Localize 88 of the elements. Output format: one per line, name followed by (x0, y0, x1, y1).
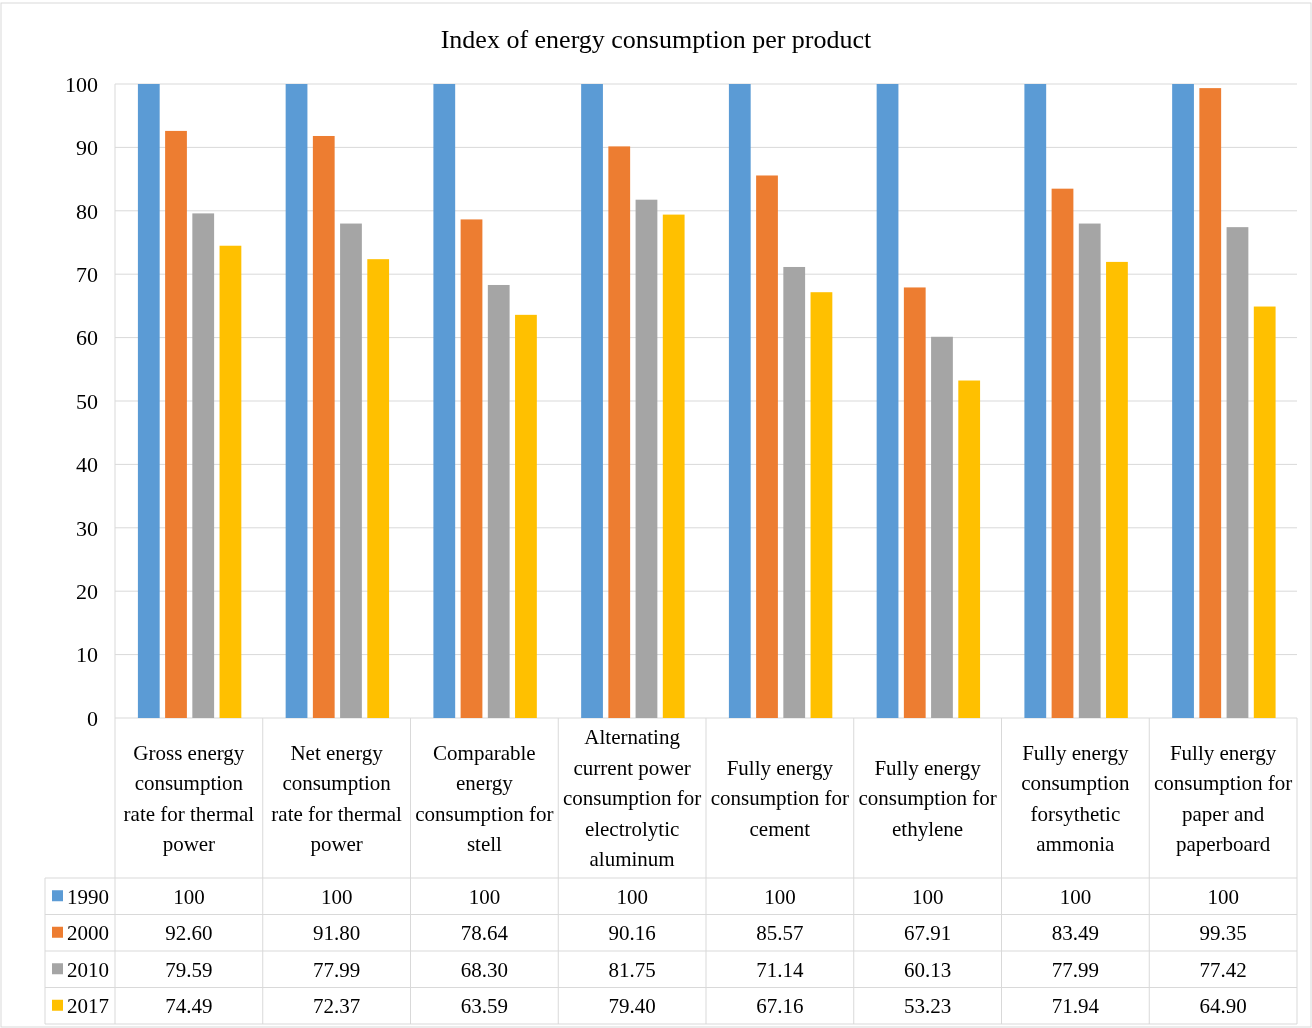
bar (608, 146, 631, 718)
bar (876, 84, 899, 718)
bar (137, 84, 160, 718)
data-label: 100 (320, 884, 353, 909)
bar (756, 175, 778, 718)
data-label: 67.16 (756, 994, 804, 1019)
legend-label: 2010 (67, 957, 109, 982)
bar (192, 213, 215, 718)
y-tick-label: 20 (76, 578, 98, 604)
data-label: 100 (1207, 884, 1239, 909)
y-tick-label: 70 (76, 261, 98, 287)
bar (367, 259, 390, 718)
bar (1024, 84, 1047, 718)
chart-title: Index of energy consumption per product (440, 25, 873, 54)
legend-label: 2000 (67, 921, 109, 946)
x-tick-label: Net energy consumption rate for thermal power (271, 740, 403, 857)
y-tick-label: 10 (76, 642, 98, 668)
bar (1078, 223, 1101, 718)
bar (931, 336, 953, 718)
data-label: 99.35 (1199, 921, 1247, 946)
bar (433, 84, 456, 718)
bar (460, 219, 483, 718)
bar (165, 130, 187, 718)
data-label: 81.75 (608, 957, 656, 982)
bar (783, 266, 806, 718)
x-tick-label: Fully energy consumption for paper and paperboard (1154, 740, 1293, 857)
bar (1106, 261, 1128, 718)
bar (903, 287, 926, 718)
bar (728, 84, 751, 718)
data-label: 78.64 (460, 921, 509, 946)
y-tick-label: 60 (76, 325, 98, 351)
y-tick-label: 80 (76, 198, 98, 224)
data-label: 83.49 (1051, 921, 1099, 946)
y-tick-label: 30 (76, 515, 98, 541)
data-label: 64.90 (1199, 994, 1247, 1019)
bar (958, 380, 981, 718)
bar (662, 214, 685, 718)
x-tick-label: Alternating current power consumption for electrolytic aluminum (563, 725, 702, 872)
bar (635, 199, 658, 718)
data-label: 71.14 (756, 957, 804, 982)
x-tick-label: Fully energy consumption forsythetic ammonia (1021, 740, 1131, 857)
bar (1253, 306, 1276, 718)
data-label: 77.99 (1051, 957, 1099, 982)
data-label: 100 (616, 884, 648, 909)
y-tick-label: 100 (65, 71, 98, 97)
data-label: 100 (468, 884, 501, 909)
data-label: 100 (173, 884, 205, 909)
data-label: 68.30 (460, 957, 508, 982)
legend-label: 2017 (67, 994, 109, 1019)
data-label: 85.57 (756, 921, 804, 946)
bar (515, 314, 537, 718)
y-tick-label: 40 (76, 452, 98, 478)
data-label: 63.59 (460, 994, 508, 1019)
data-label: 77.99 (313, 957, 361, 982)
data-label: 91.80 (313, 921, 361, 946)
y-tick-label: 90 (76, 135, 98, 161)
legend-label: 1990 (67, 884, 109, 909)
bar (312, 135, 335, 718)
data-label: 90.16 (608, 921, 656, 946)
x-tick-label: Comparable energy consumption for stell (415, 740, 554, 857)
data-label: 100 (911, 884, 944, 909)
data-label: 53.23 (904, 994, 952, 1019)
data-label: 92.60 (165, 921, 213, 946)
bar (810, 292, 833, 718)
bar (1172, 84, 1194, 718)
bar (1199, 88, 1222, 718)
x-tick-label: Gross energy consumption rate for thermal power (123, 740, 255, 857)
data-label: 74.49 (165, 994, 213, 1019)
data-label: 100 (764, 884, 796, 909)
data-label: 79.40 (608, 994, 656, 1019)
data-label: 71.94 (1051, 994, 1100, 1019)
bar (219, 245, 242, 718)
bar (1226, 227, 1249, 718)
bar (487, 284, 510, 718)
x-tick-label: Fully energy consumption for cement (710, 755, 849, 841)
bar (340, 223, 362, 718)
bar (285, 84, 308, 718)
x-tick-label: Fully energy consumption for ethylene (858, 755, 997, 841)
data-label: 100 (1059, 884, 1092, 909)
y-tick-label: 0 (87, 705, 98, 731)
data-label: 79.59 (165, 957, 213, 982)
data-label: 77.42 (1199, 957, 1247, 982)
bar (1051, 188, 1074, 718)
data-label: 67.91 (904, 921, 952, 946)
bar (581, 84, 603, 718)
y-tick-label: 50 (76, 388, 98, 414)
data-label: 60.13 (904, 957, 952, 982)
data-label: 72.37 (313, 994, 361, 1019)
